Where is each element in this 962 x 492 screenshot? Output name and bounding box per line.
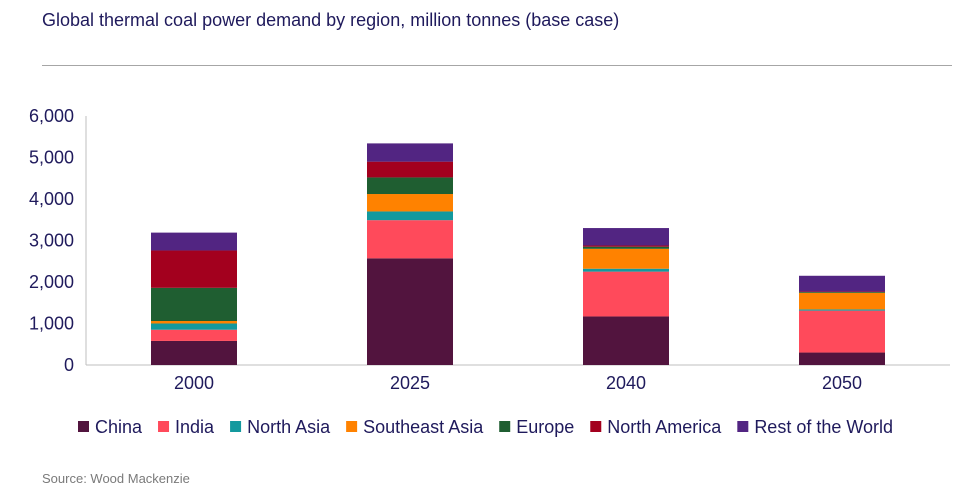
chart-title: Global thermal coal power demand by regi… <box>42 10 620 30</box>
bars-layer <box>151 143 885 365</box>
legend-label-southeast-asia: Southeast Asia <box>363 417 484 437</box>
bar-china-2000 <box>151 340 237 365</box>
bar-rest-of-the-world-2050 <box>799 275 885 292</box>
legend-swatch-china <box>78 421 89 432</box>
legend-swatch-europe <box>499 421 511 432</box>
legend: China India North Asia Southeast Asia Europe… <box>78 417 893 437</box>
bar-china-2040 <box>583 316 669 365</box>
bar-europe-2025 <box>367 177 453 195</box>
bar-india-2025 <box>367 220 453 259</box>
bar-north-asia-2040 <box>583 268 669 272</box>
legend-label-north-america: North America <box>607 417 722 437</box>
stacked-bar-chart: 0 1,000 2,000 3,000 4,000 5,000 6,000 2000 2025 2… <box>29 106 950 437</box>
bar-rest-of-the-world-2040 <box>583 228 669 246</box>
source-note: Source: Wood Mackenzie <box>42 471 190 486</box>
legend-label-india: India <box>175 417 215 437</box>
x-tick-label: 2000 <box>174 373 214 393</box>
bar-north-america-2000 <box>151 250 237 288</box>
x-tick-label: 2040 <box>606 373 646 393</box>
bar-india-2000 <box>151 329 237 341</box>
legend-swatch-india <box>158 421 170 432</box>
x-tick-label: 2050 <box>822 373 862 393</box>
bar-north-asia-2000 <box>151 323 237 330</box>
y-tick-label: 6,000 <box>29 106 74 126</box>
bar-rest-of-the-world-2000 <box>151 232 237 251</box>
legend-label-rest-of-the-world: Rest of the World <box>754 417 893 437</box>
bar-southeast-asia-2025 <box>367 194 453 212</box>
legend-swatch-rest-of-the-world <box>737 421 749 432</box>
bar-southeast-asia-2050 <box>799 292 885 310</box>
bar-europe-2040 <box>583 246 669 249</box>
legend-label-europe: Europe <box>516 417 574 437</box>
bar-north-america-2040 <box>583 245 669 247</box>
bar-north-america-2025 <box>367 161 453 178</box>
title-divider <box>42 65 952 66</box>
y-tick-label: 0 <box>64 355 74 375</box>
bar-europe-2000 <box>151 287 237 322</box>
bar-china-2050 <box>799 352 885 365</box>
axis-layer: 0 1,000 2,000 3,000 4,000 5,000 6,000 2000 2025 2… <box>29 106 950 393</box>
bar-india-2040 <box>583 271 669 317</box>
bar-rest-of-the-world-2025 <box>367 143 453 162</box>
legend-swatch-north-america <box>590 421 602 432</box>
bar-southeast-asia-2000 <box>151 321 237 324</box>
bar-southeast-asia-2040 <box>583 248 669 269</box>
y-tick-label: 4,000 <box>29 189 74 209</box>
legend-swatch-southeast-asia <box>346 421 358 432</box>
legend-swatch-north-asia <box>230 421 242 432</box>
legend-label-china: China <box>95 417 143 437</box>
y-tick-label: 1,000 <box>29 314 74 334</box>
bar-europe-2050 <box>799 291 885 293</box>
bar-china-2025 <box>367 258 453 365</box>
legend-label-north-asia: North Asia <box>247 417 331 437</box>
bar-north-asia-2025 <box>367 211 453 221</box>
bar-north-asia-2050 <box>799 309 885 311</box>
x-tick-label: 2025 <box>390 373 430 393</box>
y-tick-label: 3,000 <box>29 231 74 251</box>
bar-india-2050 <box>799 310 885 353</box>
y-tick-label: 2,000 <box>29 272 74 292</box>
y-tick-label: 5,000 <box>29 148 74 168</box>
